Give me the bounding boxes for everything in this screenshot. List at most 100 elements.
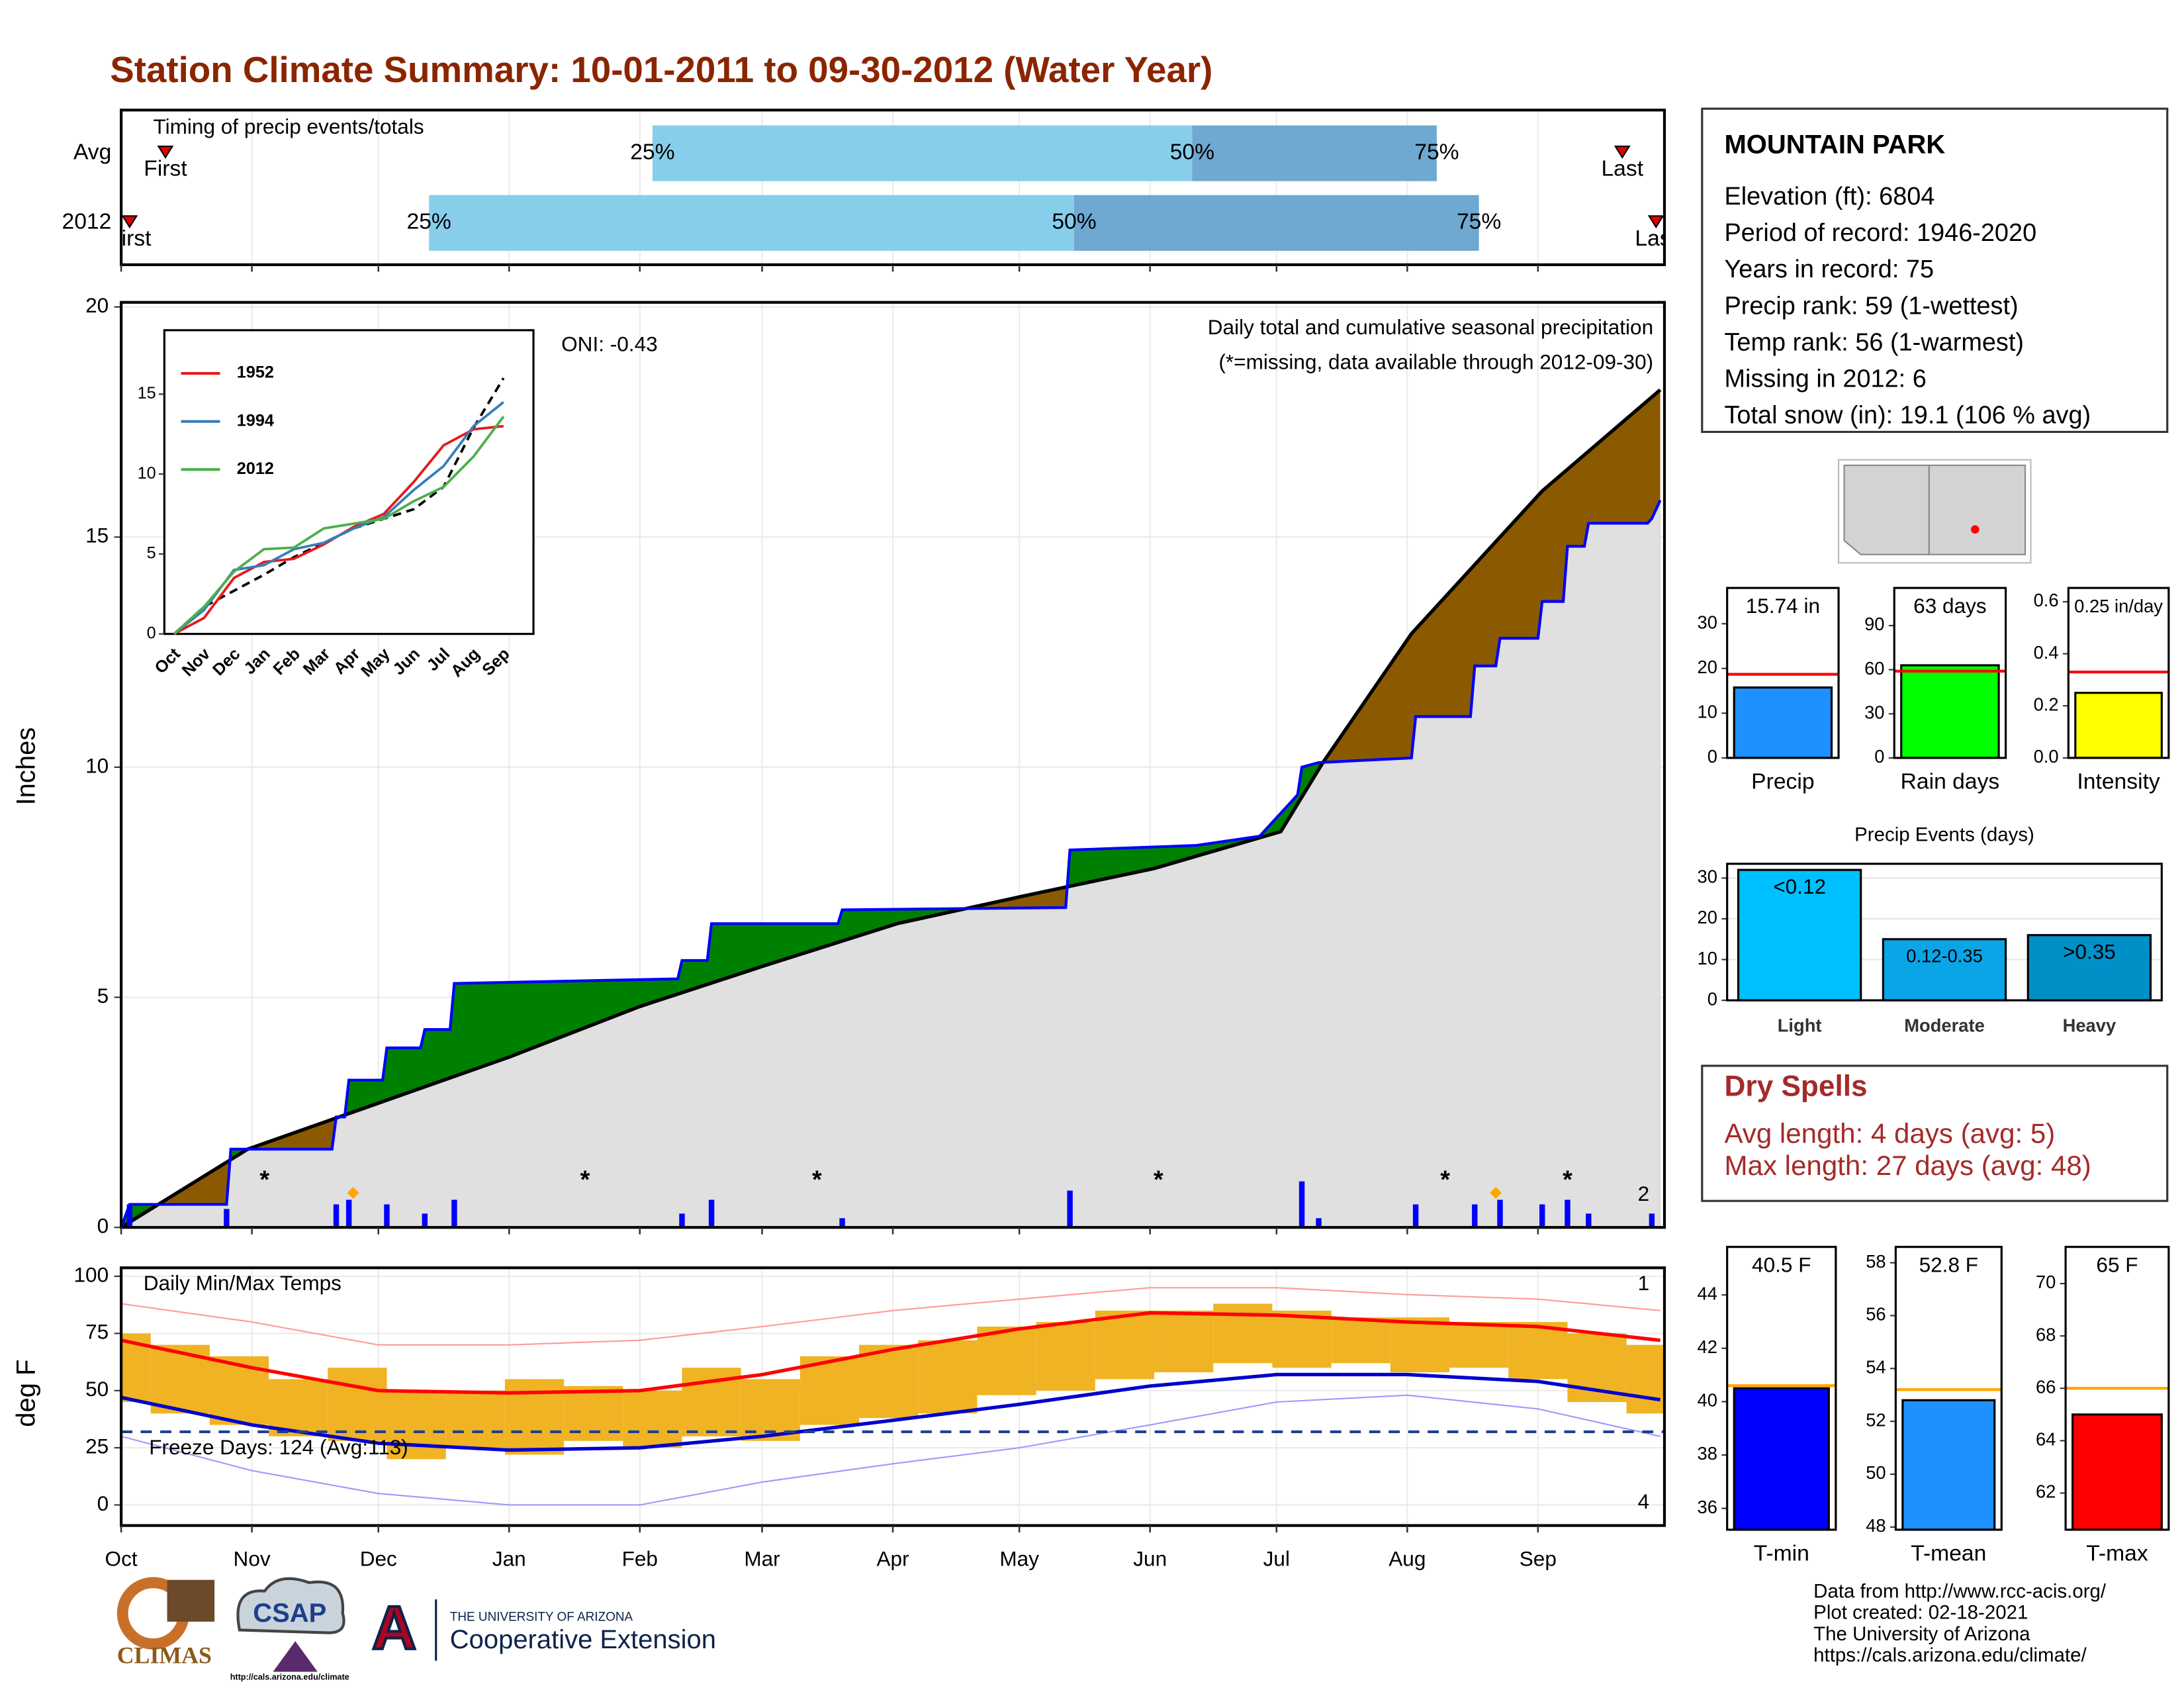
timing-marker: [1614, 145, 1631, 159]
y-tick-label: 58: [1866, 1251, 1886, 1272]
daily-temp-range: [1036, 1322, 1095, 1391]
station-info: Temp rank: 56 (1-warmest): [1724, 328, 2024, 356]
category-label: Rain days: [1901, 770, 2000, 794]
x-tick-label: Jan: [492, 1547, 526, 1571]
quartile-bar: [1074, 195, 1479, 251]
y-tick-label: 68: [2036, 1324, 2056, 1344]
x-tick-label: Dec: [360, 1547, 397, 1571]
timing-title: Timing of precip events/totals: [154, 115, 424, 138]
mini-frame: [1893, 586, 2007, 759]
value-label: 0.25 in/day: [2074, 596, 2163, 616]
y-tick-label: 10: [1698, 702, 1717, 722]
y-tick-label: 42: [1698, 1336, 1717, 1357]
bar: [1733, 686, 1833, 759]
mini-frame: [1726, 586, 1840, 759]
legend-label: 1994: [237, 411, 274, 430]
daily-precip-bar: [224, 1209, 230, 1228]
category-label: Intensity: [2077, 770, 2160, 794]
x-tick-label: Apr: [876, 1547, 909, 1571]
oni-label: ONI: -0.43: [561, 332, 658, 355]
climas-icon: [167, 1579, 215, 1622]
daily-precip-bar: [333, 1204, 340, 1228]
timing-marker-label: First: [144, 157, 187, 181]
dry-spells-title: Dry Spells: [1724, 1070, 1867, 1102]
category-label: T-max: [2086, 1542, 2148, 1566]
daily-temp-range: [918, 1340, 978, 1414]
mini-frame: [2067, 586, 2170, 759]
temp-plot: [121, 1268, 1664, 1526]
timing-marker-label: First: [108, 226, 152, 251]
category-label: T-mean: [1911, 1542, 1986, 1566]
y-tick-label: 0: [97, 1491, 109, 1515]
daily-precip-bar: [708, 1199, 715, 1228]
daily-temp-range: [623, 1390, 682, 1448]
quartile-label: 75%: [1457, 210, 1501, 234]
y-tick-label: 20: [1698, 657, 1717, 677]
daily-temp-range: [1508, 1322, 1568, 1380]
y-tick-label: 48: [1866, 1515, 1886, 1536]
y-tick-label: 75: [85, 1320, 109, 1344]
precip-plot: * * * * * *: [121, 302, 1664, 1228]
daily-precip-bar: [451, 1199, 457, 1228]
quartile-label: 25%: [630, 140, 674, 164]
inset-average-line: [173, 377, 505, 635]
daily-temp-range: [445, 1390, 505, 1448]
daily-temp-range: [1390, 1317, 1450, 1373]
value-label: 40.5 F: [1752, 1252, 1811, 1276]
value-label: <0.12: [1773, 874, 1826, 898]
y-tick-label: 0: [1874, 746, 1884, 767]
x-tick-label: Mar: [744, 1547, 780, 1571]
dry-spells-info: Avg length: 4 days (avg: 5): [1724, 1117, 2055, 1149]
csap-cloud: [236, 1577, 345, 1634]
x-tick-label: Aug: [1388, 1547, 1426, 1571]
missing-marker: *: [1440, 1166, 1450, 1194]
station-dot: [1970, 525, 1979, 534]
timing-marker: [121, 215, 138, 229]
map-state: [1843, 464, 1930, 555]
temp-line: [121, 1372, 1661, 1452]
y-tick-label: 0.2: [2034, 694, 2059, 715]
daily-precip-bar: [839, 1218, 845, 1228]
row-label: 2012: [62, 210, 111, 234]
y-tick-label: 0.6: [2034, 590, 2059, 610]
daily-precip-bar: [126, 1204, 133, 1228]
y-tick-label: 100: [74, 1262, 109, 1286]
daily-temp-range: [859, 1344, 919, 1419]
dry-spells-box: [1701, 1064, 2169, 1202]
csap-logo: CSAP: [253, 1599, 326, 1628]
corner-label: 1: [1638, 1271, 1650, 1295]
y-tick-label: 10: [85, 753, 109, 777]
bar: [1901, 1399, 1996, 1531]
category-label: T-min: [1754, 1542, 1809, 1566]
mini-frame: [2064, 1246, 2170, 1531]
quartile-bar: [652, 125, 1193, 181]
y-tick-label: 62: [2036, 1481, 2056, 1502]
temp-line: [121, 1287, 1661, 1346]
bar: [2074, 692, 2163, 759]
map-state: [1928, 464, 2026, 555]
station-info: Precip rank: 59 (1-wettest): [1724, 292, 2018, 320]
missing-marker: *: [259, 1166, 269, 1194]
state-map: [1838, 459, 2032, 564]
daily-temp-range: [1095, 1310, 1155, 1380]
mini-title: Precip Events (days): [1854, 824, 2034, 846]
y-tick-label: 50: [1866, 1462, 1886, 1483]
x-tick-label: May: [999, 1547, 1039, 1571]
y-tick-label: 30: [1698, 612, 1717, 632]
csap-url: http://cals.arizona.edu/climate: [230, 1672, 349, 1681]
y-tick-label: 90: [1864, 614, 1884, 634]
daily-precip-bar: [384, 1204, 390, 1228]
csap-mountain: [273, 1641, 318, 1672]
mini-frame: [1894, 1246, 2003, 1531]
daily-precip-bar: [1316, 1218, 1322, 1228]
y-tick-label: 10: [1698, 948, 1717, 968]
logos: CLIMAS CSAP http://cals.arizona.edu/clim…: [116, 1577, 716, 1681]
daily-temp-range: [269, 1379, 328, 1436]
y-tick-label: 50: [85, 1377, 109, 1401]
y-tick-label: 0: [1707, 746, 1717, 767]
daily-temp-range: [1154, 1310, 1214, 1373]
ua-logo: A: [372, 1593, 416, 1662]
inset-y-tick-label: 15: [138, 384, 156, 402]
